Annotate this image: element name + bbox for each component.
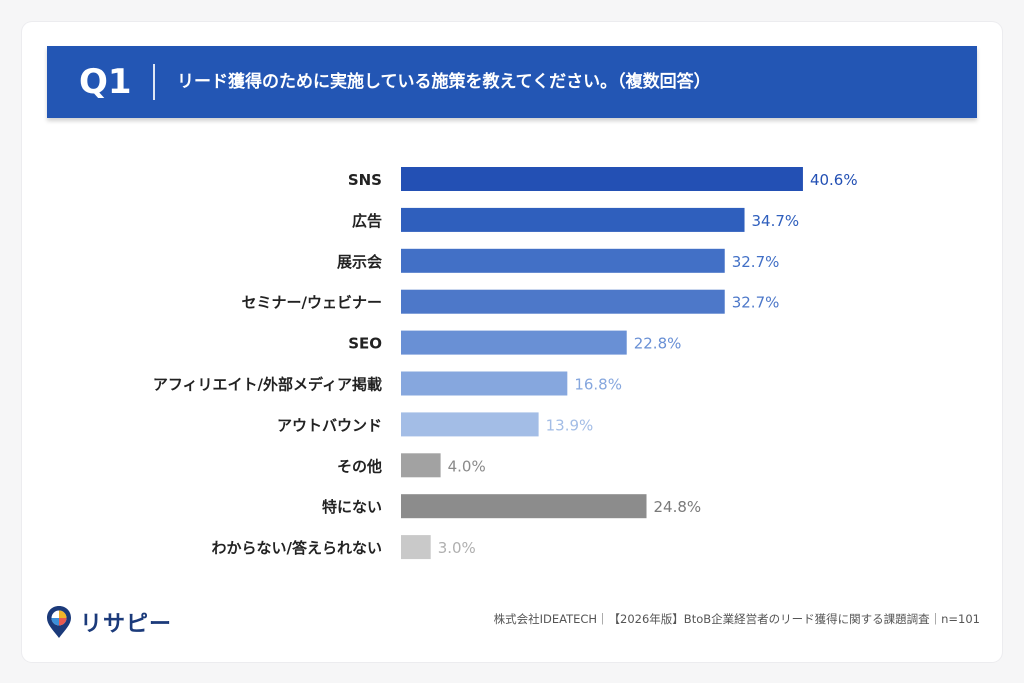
bar [401,412,539,437]
value-label: 3.0% [438,539,476,557]
bar [401,371,568,396]
value-label: 13.9% [546,416,594,434]
source-note: 株式会社IDEATECH｜【2026年版】BtoB企業経営者のリード獲得に関する… [493,612,980,626]
brand-name: リサピー [80,612,173,637]
category-label: 広告 [352,212,382,230]
category-label: 展示会 [337,253,382,271]
value-label: 34.7% [752,212,800,230]
category-label: その他 [337,457,382,475]
value-label: 22.8% [634,335,682,353]
value-label: 40.6% [810,171,858,189]
question-text: リード獲得のために実施している施策を教えてください。（複数回答） [177,72,711,92]
bar [401,167,803,191]
category-label: SEO [348,335,382,353]
pin-logo-icon [47,606,71,638]
bar [401,535,431,560]
value-label: 32.7% [732,253,780,271]
bar [401,207,745,232]
category-label: わからない/答えられない [212,539,382,557]
bar [401,289,725,314]
question-number: Q1 [79,62,132,102]
value-label: 16.8% [574,376,622,394]
category-label: 特にない [322,498,382,516]
bar [401,453,441,478]
bar [401,248,725,273]
value-label: 32.7% [732,294,780,312]
header-divider [153,64,155,100]
category-label: SNS [348,171,382,189]
category-label: セミナー/ウェビナー [242,294,382,312]
bar [401,494,647,519]
value-label: 24.8% [654,498,702,516]
category-label: アフィリエイト/外部メディア掲載 [153,376,382,394]
brand-logo: リサピー [46,604,172,640]
value-label: 4.0% [448,457,486,475]
category-label: アウトバウンド [277,416,382,434]
bar [401,330,627,355]
question-header: Q1 リード獲得のために実施している施策を教えてください。（複数回答） [47,46,977,118]
